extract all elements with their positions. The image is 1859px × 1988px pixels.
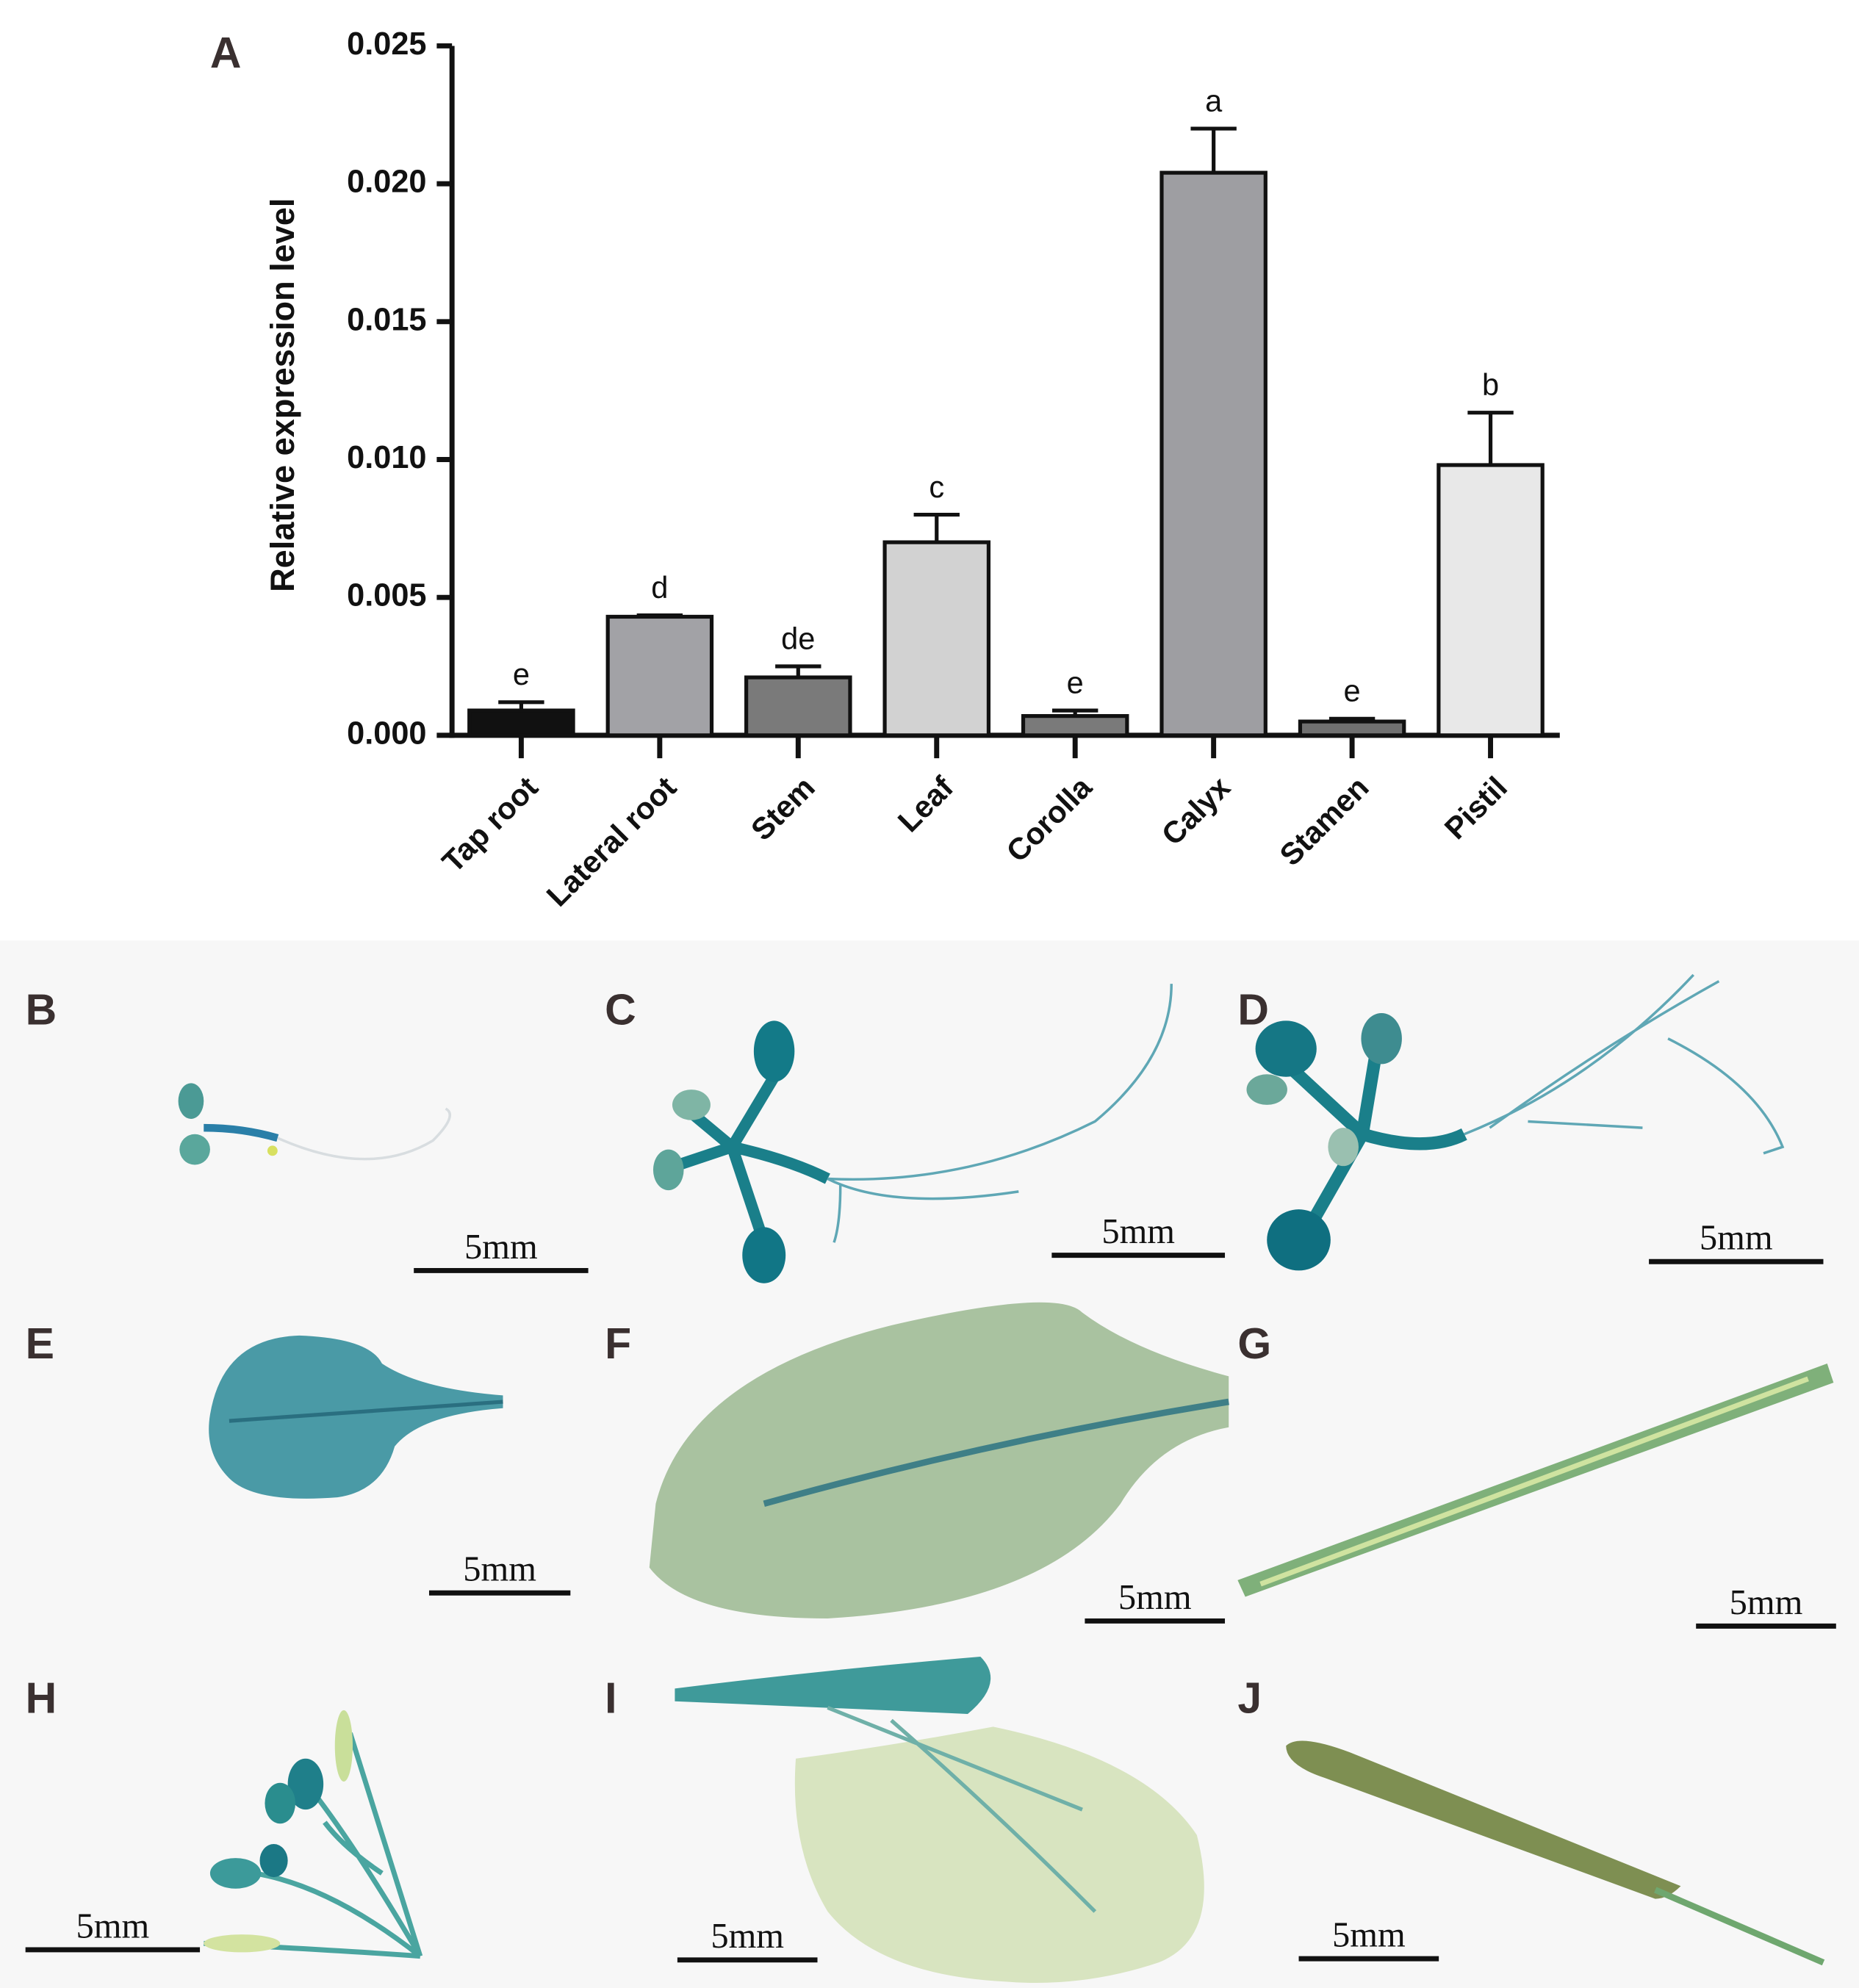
photo-silique [1286,1740,1825,1966]
y-tick-label: 0.020 [347,165,426,200]
panel-label: C [605,987,636,1034]
panel-label: B [26,987,57,1034]
bar [744,675,852,738]
x-tick-label: Pistil [1438,770,1514,846]
scale-bar-label: 5mm [463,1550,536,1589]
bar [1298,719,1406,738]
x-tick-label: Leaf [891,770,960,839]
x-tick-label: Calyx [1154,770,1237,852]
bar [467,708,575,738]
significance-letter: c [929,469,944,504]
significance-letter: a [1205,83,1223,118]
y-axis-label: Relative expression level [264,198,301,592]
x-tick-label: Stem [744,770,821,847]
scale-bar-label: 5mm [1700,1219,1773,1258]
scale-bar-label: 5mm [1332,1915,1406,1954]
panel-label: D [1237,987,1269,1034]
significance-letter: e [1067,665,1084,699]
x-tick-label: Corolla [999,769,1098,868]
panel-label: J [1237,1674,1262,1722]
scale-bar-label: 5mm [1118,1578,1192,1617]
bar [1159,170,1268,738]
significance-letter: de [781,621,815,655]
y-tick-label: 0.005 [347,578,426,613]
scale-bar-label: 5mm [76,1906,150,1945]
significance-letter: e [513,657,530,691]
y-tick-label: 0.025 [347,26,426,62]
panel-label: A [210,29,242,77]
x-tick-label: Stamen [1273,770,1375,873]
bar [1436,463,1545,738]
panel-label: I [605,1674,616,1722]
photo-stem [1237,1364,1834,1597]
significance-letter: e [1344,674,1361,708]
bar [882,540,991,738]
bar [605,614,714,738]
significance-letter: d [651,570,668,605]
y-tick-label: 0.000 [347,716,426,751]
x-tick-label: Tap root [435,770,544,879]
bar [1021,713,1129,738]
photo-seedling [652,984,1173,1283]
photo-leaf [649,1302,1229,1618]
panel-label: H [26,1674,57,1722]
scale-bar-label: 5mm [711,1917,784,1956]
photo-seedling-large [1246,973,1785,1271]
photo-seedling-small [178,1083,451,1165]
x-tick-label: Lateral root [539,770,683,913]
panel-label: G [1237,1320,1271,1368]
panel-label: F [605,1320,631,1368]
y-tick-label: 0.015 [347,302,426,337]
scale-bar-label: 5mm [1101,1212,1175,1251]
photo-leaf-small [209,1335,503,1499]
photo-inflorescence [204,1710,423,1959]
photo-calyx [675,1657,1204,1984]
scale-bar-label: 5mm [1730,1583,1803,1622]
panel-label: E [26,1320,54,1368]
scale-bar-label: 5mm [464,1228,538,1267]
significance-letter: b [1482,367,1499,402]
y-tick-label: 0.010 [347,440,426,475]
